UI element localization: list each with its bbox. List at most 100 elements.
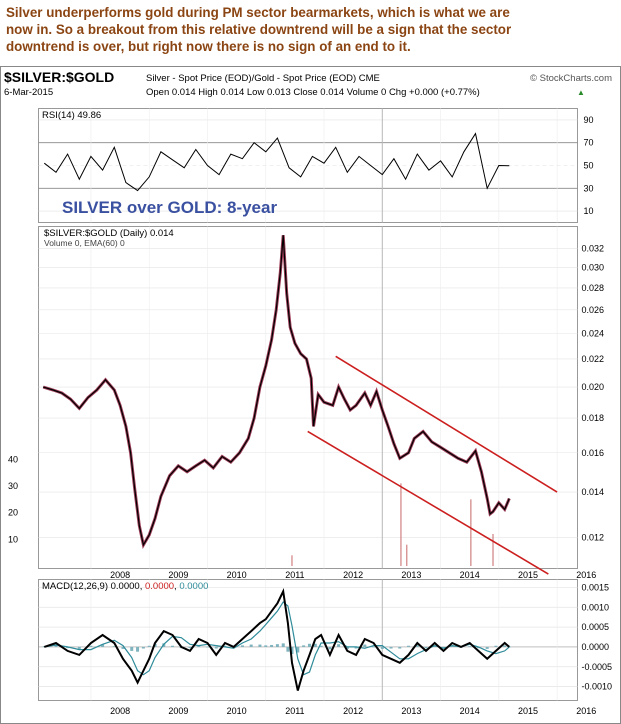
price-x-tick-label: 2013: [401, 570, 421, 580]
macd-histogram-bar: [424, 646, 428, 649]
macd-histogram-bar: [147, 645, 151, 647]
source-watermark: © StockCharts.com: [530, 73, 612, 84]
price-x-tick-label: 2010: [227, 570, 247, 580]
macd-x-tick-label: 2014: [460, 706, 480, 716]
macd-line: [43, 588, 510, 691]
price-tick-label: 0.020: [582, 382, 605, 392]
macd-histogram-bar: [389, 646, 393, 649]
stockchart: $SILVER:$GOLD Silver - Spot Price (EOD)/…: [0, 66, 621, 724]
macd-histogram-bar: [354, 646, 358, 649]
macd-histogram-bar: [54, 645, 58, 647]
channel-upper-line: [335, 355, 558, 493]
price-x-tick-label: 2016: [576, 570, 596, 580]
macd-legend-histogram: 0.0000: [179, 581, 208, 592]
macd-histogram-bar: [307, 643, 311, 647]
price-x-tick-label: 2011: [285, 570, 304, 580]
macd-histogram-bar: [101, 644, 105, 647]
price-tick-label: 0.016: [582, 448, 605, 458]
chart-description: Silver - Spot Price (EOD)/Gold - Spot Pr…: [146, 73, 380, 84]
rsi-line: [43, 132, 510, 192]
price-frame: [38, 226, 578, 569]
macd-histogram-bar: [240, 645, 244, 647]
macd-histogram-bar: [450, 645, 454, 647]
rsi-legend: RSI(14) 49.86: [42, 110, 101, 121]
macd-x-tick-label: 2012: [343, 706, 363, 716]
macd-panel: 0.0015 0.0010 0.0005 0.0000 -0.0005 -0.0010 M…: [38, 579, 613, 716]
price-tick-label: 0.022: [582, 354, 605, 364]
volume-tick-label: 20: [8, 508, 18, 518]
price-x-axis: 2008 2009 2010 2011 2012 2013 2014 2015 2016: [110, 570, 596, 580]
macd-histogram-bar: [249, 644, 253, 647]
rsi-tick-label: 70: [584, 138, 594, 148]
macd-histogram-bar: [415, 644, 419, 647]
macd-legend-separator: ,: [174, 581, 179, 592]
macd-histogram-bar: [328, 646, 332, 650]
headline-line-1: Silver underperforms gold during PM sect…: [6, 5, 510, 20]
price-tick-label: 0.014: [582, 487, 605, 497]
macd-histogram-bar: [270, 644, 274, 647]
macd-legend-signal: 0.0000: [145, 581, 174, 592]
macd-histogram-bar: [407, 645, 411, 647]
macd-x-tick-label: 2011: [285, 706, 304, 716]
macd-histogram-bar: [296, 646, 300, 653]
chart-symbol: $SILVER:$GOLD: [4, 69, 114, 85]
price-x-tick-label: 2009: [168, 570, 188, 580]
macd-tick-label: 0.0005: [582, 622, 610, 632]
macd-histogram-bar: [380, 646, 384, 649]
price-panel: 0.032 0.030 0.028 0.026 0.024 0.022 0.020 0.018…: [8, 226, 605, 580]
macd-tick-label: -0.0010: [582, 682, 613, 692]
price-axis-ticks: 0.032 0.030 0.028 0.026 0.024 0.022 0.020 0.018…: [582, 244, 605, 543]
macd-histogram-bar: [188, 646, 192, 649]
headline-commentary: Silver underperforms gold during PM sect…: [6, 4, 616, 62]
price-tick-label: 0.026: [582, 305, 605, 315]
price-tick-label: 0.028: [582, 283, 605, 293]
macd-histogram-bar: [468, 646, 472, 647]
price-x-tick-label: 2012: [343, 570, 363, 580]
macd-x-tick-label: 2013: [401, 706, 421, 716]
price-x-tick-label: 2015: [518, 570, 538, 580]
macd-x-axis: 2008 2009 2010 2011 2012 2013 2014 2015 2016: [110, 706, 596, 716]
headline-line-3: downtrend is over, but right now there i…: [6, 39, 411, 54]
rsi-tick-label: 50: [584, 161, 594, 171]
macd-histogram-bar: [275, 644, 279, 647]
volume-axis-ticks: 40 30 20 10: [8, 454, 18, 544]
macd-histogram-bar: [205, 646, 209, 648]
volume-bars: [291, 483, 494, 566]
macd-histogram-bar: [485, 646, 489, 649]
macd-histogram-bar: [494, 645, 498, 647]
macd-histogram-bar: [89, 645, 93, 647]
macd-frame: [38, 579, 578, 701]
macd-histogram-bar: [281, 643, 285, 647]
macd-histogram-bar: [264, 645, 268, 647]
chart-annotation: SILVER over GOLD: 8-year: [62, 198, 277, 217]
macd-histogram-bar: [66, 646, 70, 649]
macd-histogram-bar: [313, 643, 317, 647]
macd-histogram-bar: [337, 644, 341, 647]
macd-histogram-bar: [121, 646, 125, 649]
macd-axis-ticks: 0.0015 0.0010 0.0005 0.0000 -0.0005 -0.0010: [582, 582, 613, 691]
macd-histogram-bar: [302, 645, 306, 647]
macd-histogram-bar: [345, 646, 349, 649]
price-tick-label: 0.018: [582, 413, 605, 423]
price-tick-label: 0.024: [582, 328, 605, 338]
macd-histogram-bar: [290, 646, 294, 655]
price-tick-label: 0.012: [582, 532, 605, 542]
rsi-tick-label: 10: [584, 206, 594, 216]
price-line: [43, 235, 510, 547]
price-tick-label: 0.032: [582, 244, 605, 254]
macd-histogram-bar: [77, 646, 81, 649]
headline-line-2: now in. So a breakout from this relative…: [6, 22, 512, 37]
price-x-tick-label: 2008: [110, 570, 130, 580]
macd-tick-label: 0.0010: [582, 602, 610, 612]
macd-x-tick-label: 2016: [576, 706, 596, 716]
volume-tick-label: 40: [8, 454, 18, 464]
volume-tick-label: 10: [8, 534, 18, 544]
macd-x-tick-label: 2008: [110, 706, 130, 716]
channel-lower-line: [307, 430, 549, 575]
macd-histogram-bar: [258, 644, 262, 647]
rsi-panel: 90 70 50 30 10 RSI(14) 49.86 SILVER over GOL…: [38, 108, 594, 223]
macd-legend: MACD(12,26,9) 0.0000, 0.0000, 0.0000: [42, 581, 208, 592]
macd-x-tick-label: 2009: [168, 706, 188, 716]
macd-x-tick-label: 2015: [518, 706, 538, 716]
change-up-icon: ▲: [577, 88, 585, 97]
